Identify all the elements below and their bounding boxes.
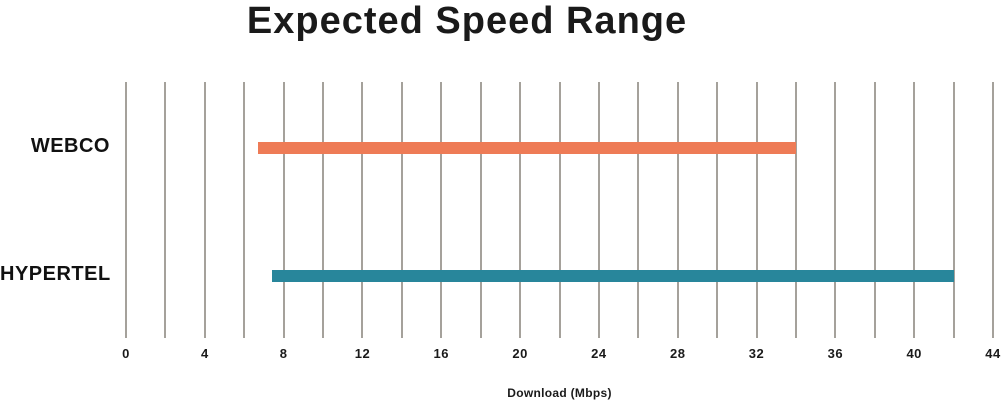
- gridline: [164, 82, 167, 338]
- category-label-webco: WEBCO: [30, 135, 110, 157]
- gridline: [834, 82, 837, 338]
- x-tick-label: 28: [669, 346, 686, 361]
- gridline: [992, 82, 994, 338]
- gridline: [597, 82, 600, 338]
- gridline: [913, 82, 916, 338]
- gridline: [794, 82, 797, 338]
- bar-webco: [258, 142, 796, 154]
- x-tick-label: 32: [748, 346, 765, 361]
- gridline: [322, 82, 325, 338]
- gridline: [519, 82, 522, 338]
- bar-hypertel: [271, 270, 954, 282]
- category-label-hypertel: HYPERTEL: [0, 263, 111, 285]
- gridline: [440, 82, 443, 338]
- x-tick-label: 40: [906, 346, 922, 361]
- gridline: [479, 82, 482, 338]
- gridline: [676, 82, 679, 338]
- x-tick-label: 16: [433, 346, 449, 361]
- gridline: [637, 82, 640, 338]
- gridline: [873, 82, 876, 338]
- gridline: [952, 82, 955, 338]
- x-tick-label: 20: [512, 346, 528, 361]
- x-tick-label: 8: [279, 346, 288, 361]
- chart-title: Expected Speed Range: [246, 0, 688, 42]
- gridline: [243, 82, 246, 338]
- x-tick-label: 24: [591, 346, 607, 361]
- gridline: [558, 82, 561, 338]
- gridline: [203, 82, 206, 338]
- gridline: [716, 82, 719, 338]
- x-axis-label: Download (Mbps): [507, 386, 612, 400]
- gridline: [125, 82, 127, 338]
- x-tick-label: 12: [354, 346, 371, 361]
- gridline: [282, 82, 285, 338]
- gridline: [400, 82, 403, 338]
- x-tick-label: 36: [827, 346, 844, 361]
- gridline: [361, 82, 364, 338]
- gridline: [755, 82, 758, 338]
- x-tick-label: 0: [122, 346, 130, 361]
- x-tick-label: 4: [200, 346, 209, 361]
- x-tick-label: 44: [985, 346, 1001, 361]
